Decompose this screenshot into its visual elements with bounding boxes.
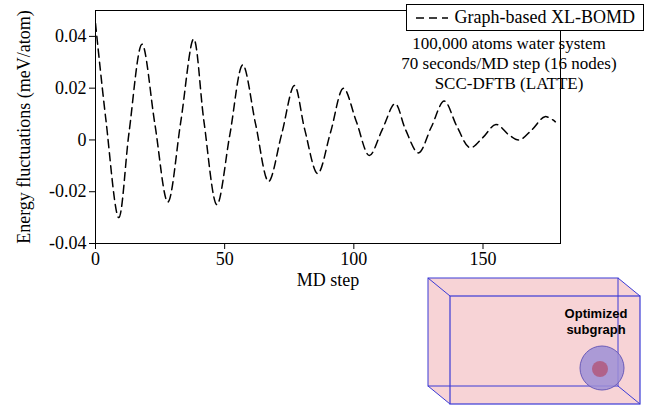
svg-text:MD step: MD step <box>297 270 360 290</box>
svg-text:150: 150 <box>470 249 497 269</box>
svg-text:0: 0 <box>91 249 100 269</box>
html-text:Graph-based XL-BOMD: Graph-based XL-BOMD <box>454 7 635 27</box>
html-text:100,000 atoms water system: 100,000 atoms water system <box>412 34 606 53</box>
svg-text:0.02: 0.02 <box>55 78 87 98</box>
svg-text:Energy fluctuations (meV/atom): Energy fluctuations (meV/atom) <box>14 10 35 244</box>
svg-text:50: 50 <box>216 249 234 269</box>
svg-text:-0.04: -0.04 <box>49 233 87 253</box>
html-text:70 seconds/MD step (16 nodes): 70 seconds/MD step (16 nodes) <box>401 54 617 73</box>
html-text:SCC-DFTB (LATTE): SCC-DFTB (LATTE) <box>434 74 584 93</box>
svg-text:0: 0 <box>78 130 87 150</box>
svg-text:-0.02: -0.02 <box>49 181 87 201</box>
svg-text:0.04: 0.04 <box>55 26 87 46</box>
svg-text:subgraph: subgraph <box>566 322 625 337</box>
svg-text:100: 100 <box>340 249 367 269</box>
svg-text:Optimized: Optimized <box>565 306 628 321</box>
